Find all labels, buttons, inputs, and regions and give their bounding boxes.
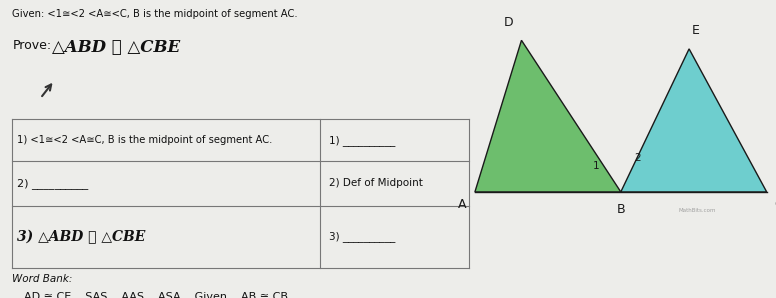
Text: 2) Def of Midpoint: 2) Def of Midpoint	[329, 178, 423, 188]
Text: Given: <1≅<2 <A≅<C, B is the midpoint of segment AC.: Given: <1≅<2 <A≅<C, B is the midpoint of…	[12, 9, 298, 19]
Text: 2) __________: 2) __________	[17, 178, 88, 189]
Text: 1) __________: 1) __________	[329, 135, 396, 145]
Polygon shape	[621, 49, 767, 192]
Polygon shape	[475, 40, 621, 192]
Text: 1: 1	[593, 161, 599, 171]
Text: 3) △ABD ≅ △CBE: 3) △ABD ≅ △CBE	[17, 230, 145, 244]
Text: Word Bank:: Word Bank:	[12, 274, 73, 284]
Text: 1) <1≅<2 <A≅C, B is the midpoint of segment AC.: 1) <1≅<2 <A≅C, B is the midpoint of segm…	[17, 135, 272, 145]
Text: D: D	[504, 16, 514, 29]
Text: B: B	[616, 203, 625, 216]
Text: E: E	[691, 24, 699, 38]
Text: △ABD ≅ △CBE: △ABD ≅ △CBE	[52, 39, 180, 56]
Text: A: A	[459, 198, 466, 211]
Text: AD ≅ CE    SAS    AAS    ASA    Given    AB ≅ CB: AD ≅ CE SAS AAS ASA Given AB ≅ CB	[24, 292, 288, 298]
Text: 3) __________: 3) __________	[329, 232, 396, 242]
Text: C: C	[774, 198, 776, 211]
Text: 2: 2	[635, 153, 641, 163]
Text: Prove:: Prove:	[12, 39, 51, 52]
Text: MathBits.com: MathBits.com	[678, 208, 715, 213]
